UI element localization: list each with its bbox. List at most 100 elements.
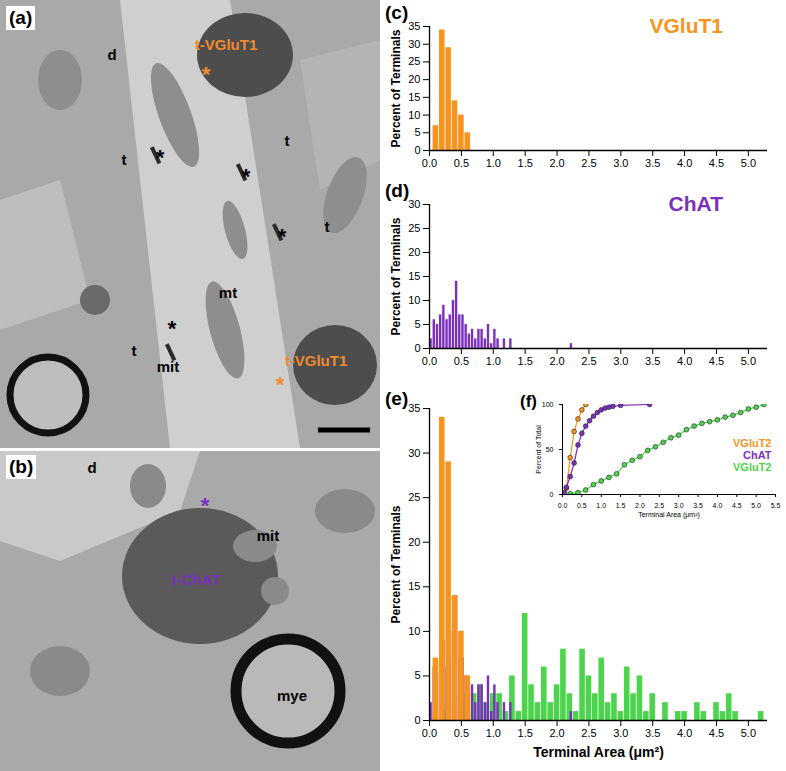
svg-text:5: 5 [414, 318, 420, 330]
svg-text:50: 50 [546, 446, 554, 453]
svg-text:*: * [276, 372, 285, 397]
svg-text:5.5: 5.5 [771, 502, 781, 509]
svg-text:3.0: 3.0 [613, 355, 628, 367]
svg-text:*: * [242, 164, 251, 189]
svg-text:2.0: 2.0 [549, 355, 564, 367]
svg-text:mit: mit [257, 527, 280, 544]
svg-text:2.0: 2.0 [549, 157, 564, 169]
svg-text:20: 20 [408, 73, 420, 85]
svg-text:2.5: 2.5 [581, 727, 596, 739]
svg-text:t: t [285, 132, 290, 149]
svg-text:3.5: 3.5 [693, 502, 703, 509]
svg-text:Percent of Total: Percent of Total [535, 425, 542, 474]
svg-text:1.0: 1.0 [486, 727, 501, 739]
svg-text:4.0: 4.0 [677, 355, 692, 367]
svg-text:0.0: 0.0 [422, 157, 437, 169]
svg-text:Percent of Terminals: Percent of Terminals [389, 505, 403, 623]
svg-text:*: * [202, 62, 211, 87]
svg-text:2.0: 2.0 [635, 502, 645, 509]
svg-text:0: 0 [414, 144, 420, 156]
svg-text:Percent of Terminals: Percent of Terminals [389, 217, 403, 335]
svg-text:4.0: 4.0 [677, 727, 692, 739]
svg-text:VGluT2: VGluT2 [733, 437, 772, 449]
svg-text:5.0: 5.0 [741, 355, 756, 367]
svg-text:100: 100 [542, 401, 554, 408]
svg-text:5.0: 5.0 [741, 157, 756, 169]
svg-text:2.5: 2.5 [581, 157, 596, 169]
svg-text:VGluT2: VGluT2 [733, 461, 772, 473]
svg-text:10: 10 [408, 625, 420, 637]
svg-text:15: 15 [408, 270, 420, 282]
svg-text:3.0: 3.0 [613, 727, 628, 739]
svg-text:20: 20 [408, 536, 420, 548]
svg-text:20: 20 [408, 246, 420, 258]
svg-text:3.0: 3.0 [613, 157, 628, 169]
svg-text:1.0: 1.0 [596, 502, 606, 509]
svg-text:Percent of Terminals: Percent of Terminals [389, 29, 403, 147]
svg-text:0.5: 0.5 [454, 727, 469, 739]
svg-text:5: 5 [414, 126, 420, 138]
svg-text:1.5: 1.5 [518, 727, 533, 739]
svg-text:0.0: 0.0 [422, 355, 437, 367]
svg-text:0: 0 [414, 342, 420, 354]
svg-text:30: 30 [408, 38, 420, 50]
svg-text:25: 25 [408, 55, 420, 67]
svg-text:4.0: 4.0 [713, 502, 723, 509]
svg-text:3.5: 3.5 [645, 157, 660, 169]
svg-text:t-VGluT1: t-VGluT1 [285, 352, 348, 369]
svg-text:mt: mt [219, 284, 237, 301]
svg-text:35: 35 [408, 402, 420, 414]
svg-text:3.5: 3.5 [645, 355, 660, 367]
svg-text:10: 10 [408, 294, 420, 306]
svg-text:d: d [87, 459, 96, 476]
svg-text:0.0: 0.0 [558, 502, 568, 509]
svg-text:0: 0 [414, 714, 420, 726]
svg-text:25: 25 [408, 491, 420, 503]
svg-text:4.5: 4.5 [732, 502, 742, 509]
svg-text:2.0: 2.0 [549, 727, 564, 739]
svg-text:15: 15 [408, 580, 420, 592]
svg-text:3.5: 3.5 [645, 727, 660, 739]
svg-text:t-ChAT: t-ChAT [172, 571, 221, 588]
svg-text:10: 10 [408, 109, 420, 121]
svg-text:4.5: 4.5 [709, 727, 724, 739]
svg-text:4.0: 4.0 [677, 157, 692, 169]
svg-text:3.0: 3.0 [674, 502, 684, 509]
svg-text:2.5: 2.5 [581, 355, 596, 367]
svg-text:*: * [156, 145, 165, 170]
svg-text:t: t [122, 151, 127, 168]
svg-text:4.5: 4.5 [709, 355, 724, 367]
svg-text:1.0: 1.0 [486, 355, 501, 367]
svg-text:5: 5 [414, 669, 420, 681]
svg-text:35: 35 [408, 20, 420, 32]
svg-text:1.0: 1.0 [486, 157, 501, 169]
svg-text:1.5: 1.5 [518, 355, 533, 367]
svg-text:30: 30 [408, 447, 420, 459]
svg-text:mit: mit [157, 358, 180, 375]
svg-text:d: d [107, 46, 116, 63]
svg-text:30: 30 [408, 198, 420, 210]
svg-text:4.5: 4.5 [709, 157, 724, 169]
svg-text:0.0: 0.0 [422, 727, 437, 739]
svg-text:0.5: 0.5 [577, 502, 587, 509]
svg-text:0.5: 0.5 [454, 355, 469, 367]
svg-text:t-VGluT1: t-VGluT1 [195, 36, 258, 53]
svg-text:t: t [132, 342, 137, 359]
svg-text:*: * [278, 224, 287, 249]
svg-text:0: 0 [550, 491, 554, 498]
svg-text:*: * [201, 493, 210, 518]
svg-text:t: t [325, 218, 330, 235]
svg-text:Terminal Area (μm²): Terminal Area (μm²) [533, 744, 664, 760]
svg-text:*: * [168, 316, 177, 341]
svg-text:Terminal Area (μm²): Terminal Area (μm²) [638, 511, 700, 519]
svg-text:5.0: 5.0 [751, 502, 761, 509]
svg-text:ChAT: ChAT [743, 449, 772, 461]
svg-text:1.5: 1.5 [518, 157, 533, 169]
svg-text:2.5: 2.5 [654, 502, 664, 509]
svg-text:15: 15 [408, 91, 420, 103]
svg-text:25: 25 [408, 222, 420, 234]
svg-text:0.5: 0.5 [454, 157, 469, 169]
svg-text:5.0: 5.0 [741, 727, 756, 739]
svg-text:1.5: 1.5 [616, 502, 626, 509]
svg-text:mye: mye [277, 687, 307, 704]
